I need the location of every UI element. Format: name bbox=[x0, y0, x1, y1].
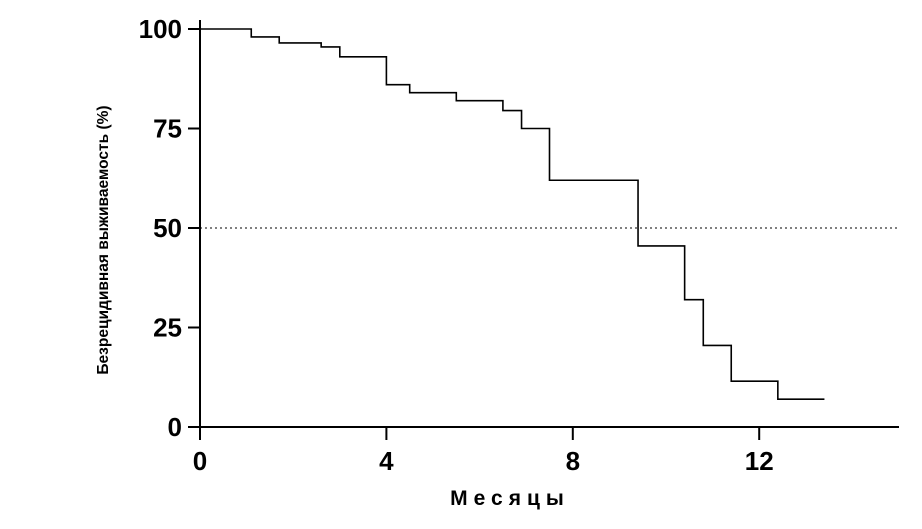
x-tick-label: 12 bbox=[745, 446, 774, 476]
x-axis-title: Месяцы bbox=[450, 487, 570, 510]
x-tick-label: 4 bbox=[379, 446, 394, 476]
x-ticks: 0 4 8 12 bbox=[193, 427, 774, 476]
y-tick-label: 75 bbox=[153, 114, 182, 144]
y-ticks: 0 25 50 75 100 bbox=[139, 14, 200, 442]
y-axis-title: Безрецидивная выживаемость (%) bbox=[95, 105, 112, 374]
y-tick-label: 50 bbox=[153, 213, 182, 243]
axes bbox=[188, 20, 899, 440]
survival-curve bbox=[200, 28, 825, 400]
x-tick-label: 0 bbox=[193, 446, 207, 476]
y-tick-label: 0 bbox=[168, 412, 182, 442]
y-tick-label: 25 bbox=[153, 313, 182, 343]
y-tick-label: 100 bbox=[139, 14, 182, 44]
x-tick-label: 8 bbox=[566, 446, 580, 476]
